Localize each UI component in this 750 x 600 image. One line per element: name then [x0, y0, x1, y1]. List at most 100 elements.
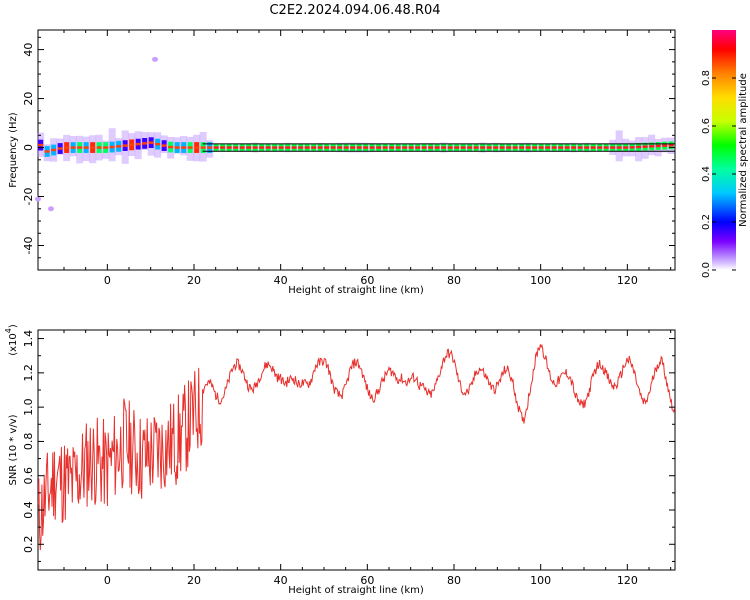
band-peak-cell	[272, 146, 278, 149]
colorbar-tick-label: 0.0	[701, 262, 712, 278]
band-peak-cell	[226, 146, 232, 149]
spectrogram-panel: 0 20 40 60 80 100 120 -40 -20 0 20 40 Height of str…	[8, 29, 676, 296]
band-peak-cell	[51, 148, 57, 152]
isolated-point	[152, 56, 158, 62]
band-peak-cell	[434, 146, 440, 149]
band-peak-cell	[57, 147, 63, 150]
band-peak-cell	[363, 146, 369, 149]
band-peak-cell	[441, 146, 447, 149]
band-peak-cell	[395, 146, 401, 149]
band-peak-cell	[616, 146, 622, 149]
band-peak-cell	[551, 146, 557, 149]
band-peak-cell	[96, 146, 102, 149]
band-peak-cell	[584, 146, 590, 149]
band-peak-cell	[571, 146, 577, 149]
band-peak-cell	[181, 146, 187, 149]
band-peak-cell	[519, 146, 525, 149]
colorbar: 0.0 0.2 0.4 0.6 0.8 Normalized spectral ampl…	[701, 30, 749, 278]
band-peak-cell	[187, 146, 193, 149]
spectrogram-ylabel: Frequency (Hz)	[8, 112, 19, 188]
band-peak-cell	[460, 146, 466, 149]
colorbar-gradient	[712, 30, 736, 270]
band-peak-cell	[103, 146, 109, 149]
band-peak-cell	[603, 146, 609, 149]
band-peak-cell	[168, 145, 174, 149]
band-peak-cell	[311, 146, 317, 149]
snr-xtick-label: 100	[530, 574, 551, 587]
isolated-point	[35, 196, 41, 202]
snr-ytick-label: 1.2	[22, 364, 35, 382]
colorbar-tick-label: 0.4	[701, 166, 712, 182]
band-peak-cell	[467, 146, 473, 149]
band-peak-cell	[148, 141, 154, 144]
band-peak-cell	[473, 146, 479, 149]
snr-xlabel: Height of straight line (km)	[288, 585, 424, 596]
snr-xtick-label: 20	[187, 574, 201, 587]
band-peak-cell	[610, 146, 616, 149]
colorbar-tick-label: 0.8	[701, 70, 712, 86]
band-peak-cell	[545, 146, 551, 149]
band-peak-cell	[64, 146, 70, 149]
snr-content	[38, 343, 675, 551]
band-peak-cell	[421, 146, 427, 149]
band-peak-cell	[38, 143, 44, 147]
colorbar-ticks: 0.0 0.2 0.4 0.6 0.8	[701, 70, 736, 278]
spectrogram-xtick-label: 0	[104, 274, 111, 287]
spectrogram-ytick-label: -40	[22, 237, 35, 255]
band-peak-cell	[70, 146, 76, 149]
band-peak-cell	[408, 146, 414, 149]
band-peak-cell	[83, 146, 89, 149]
spectrogram-ytick-label: -20	[22, 188, 35, 206]
band-peak-cell	[577, 146, 583, 149]
band-peak-cell	[135, 142, 141, 146]
colorbar-label: Normalized spectral amplitude	[738, 73, 749, 227]
band-peak-cell	[194, 146, 200, 149]
band-peak-cell	[109, 145, 115, 149]
band-peak-cell	[239, 146, 245, 149]
snr-plot-area	[37, 329, 676, 571]
band-peak-cell	[447, 146, 453, 149]
band-peak-cell	[480, 146, 486, 149]
band-peak-cell	[246, 146, 252, 149]
band-peak-cell	[317, 146, 323, 149]
band-peak-cell	[220, 146, 226, 149]
colorbar-tick-label: 0.6	[701, 118, 712, 134]
snr-ytick-label: 1.0	[22, 398, 35, 416]
band-peak-cell	[642, 145, 648, 148]
band-peak-cell	[564, 146, 570, 149]
band-peak-cell	[532, 146, 538, 149]
band-peak-cell	[655, 144, 661, 148]
snr-multiplier: (x104)	[4, 324, 19, 356]
band-peak-cell	[278, 146, 284, 149]
spectrogram-xtick-label: 120	[617, 274, 638, 287]
band-peak-cell	[506, 146, 512, 149]
band-peak-cell	[207, 146, 213, 149]
spectrogram-xlabel: Height of straight line (km)	[288, 285, 424, 296]
band-peak-cell	[512, 146, 518, 149]
band-peak-cell	[298, 146, 304, 149]
band-peak-cell	[116, 145, 122, 148]
isolated-point	[48, 206, 54, 212]
band-peak-cell	[343, 146, 349, 149]
band-peak-cell	[454, 146, 460, 149]
band-peak-cell	[629, 146, 635, 149]
band-peak-cell	[662, 144, 668, 147]
snr-ylabel: SNR (10 * v/v)	[8, 414, 19, 485]
band-peak-cell	[304, 146, 310, 149]
band-peak-cell	[499, 146, 505, 149]
band-peak-cell	[428, 146, 434, 149]
spectrogram-xtick-label: 60	[360, 274, 374, 287]
band-peak-cell	[493, 146, 499, 149]
snr-xtick-label: 40	[274, 574, 288, 587]
spectrogram-xtick-label: 80	[447, 274, 461, 287]
band-peak-cell	[558, 146, 564, 149]
band-peak-cell	[44, 150, 50, 153]
snr-ytick-label: 0.6	[22, 467, 35, 485]
band-peak-cell	[77, 146, 83, 149]
snr-axes: 0 20 40 60 80 100 120 0.2 0.4 0.6 0.8 1.0 1.2 1.4	[22, 330, 675, 587]
colorbar-tick-label: 0.2	[701, 214, 712, 230]
snr-xtick-label: 60	[360, 574, 374, 587]
chart-title: C2E2.2024.094.06.48.R04	[269, 3, 440, 18]
snr-xtick-label: 120	[617, 574, 638, 587]
